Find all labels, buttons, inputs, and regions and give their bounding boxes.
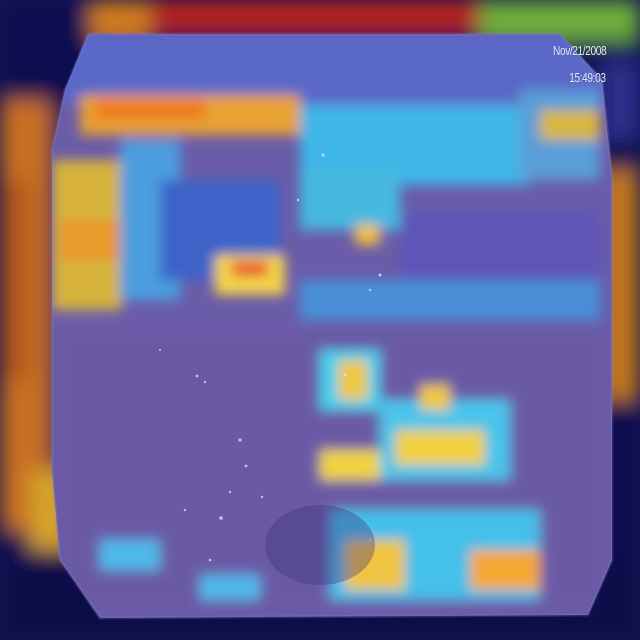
timestamp-time: 15:49:03 (569, 70, 607, 85)
frame-edge (50, 32, 614, 620)
timestamp-date: Nov/21/2008 (552, 43, 607, 58)
lumen-fold (265, 505, 375, 585)
specular-highlights (159, 153, 382, 562)
frame-heat-field (52, 34, 612, 610)
